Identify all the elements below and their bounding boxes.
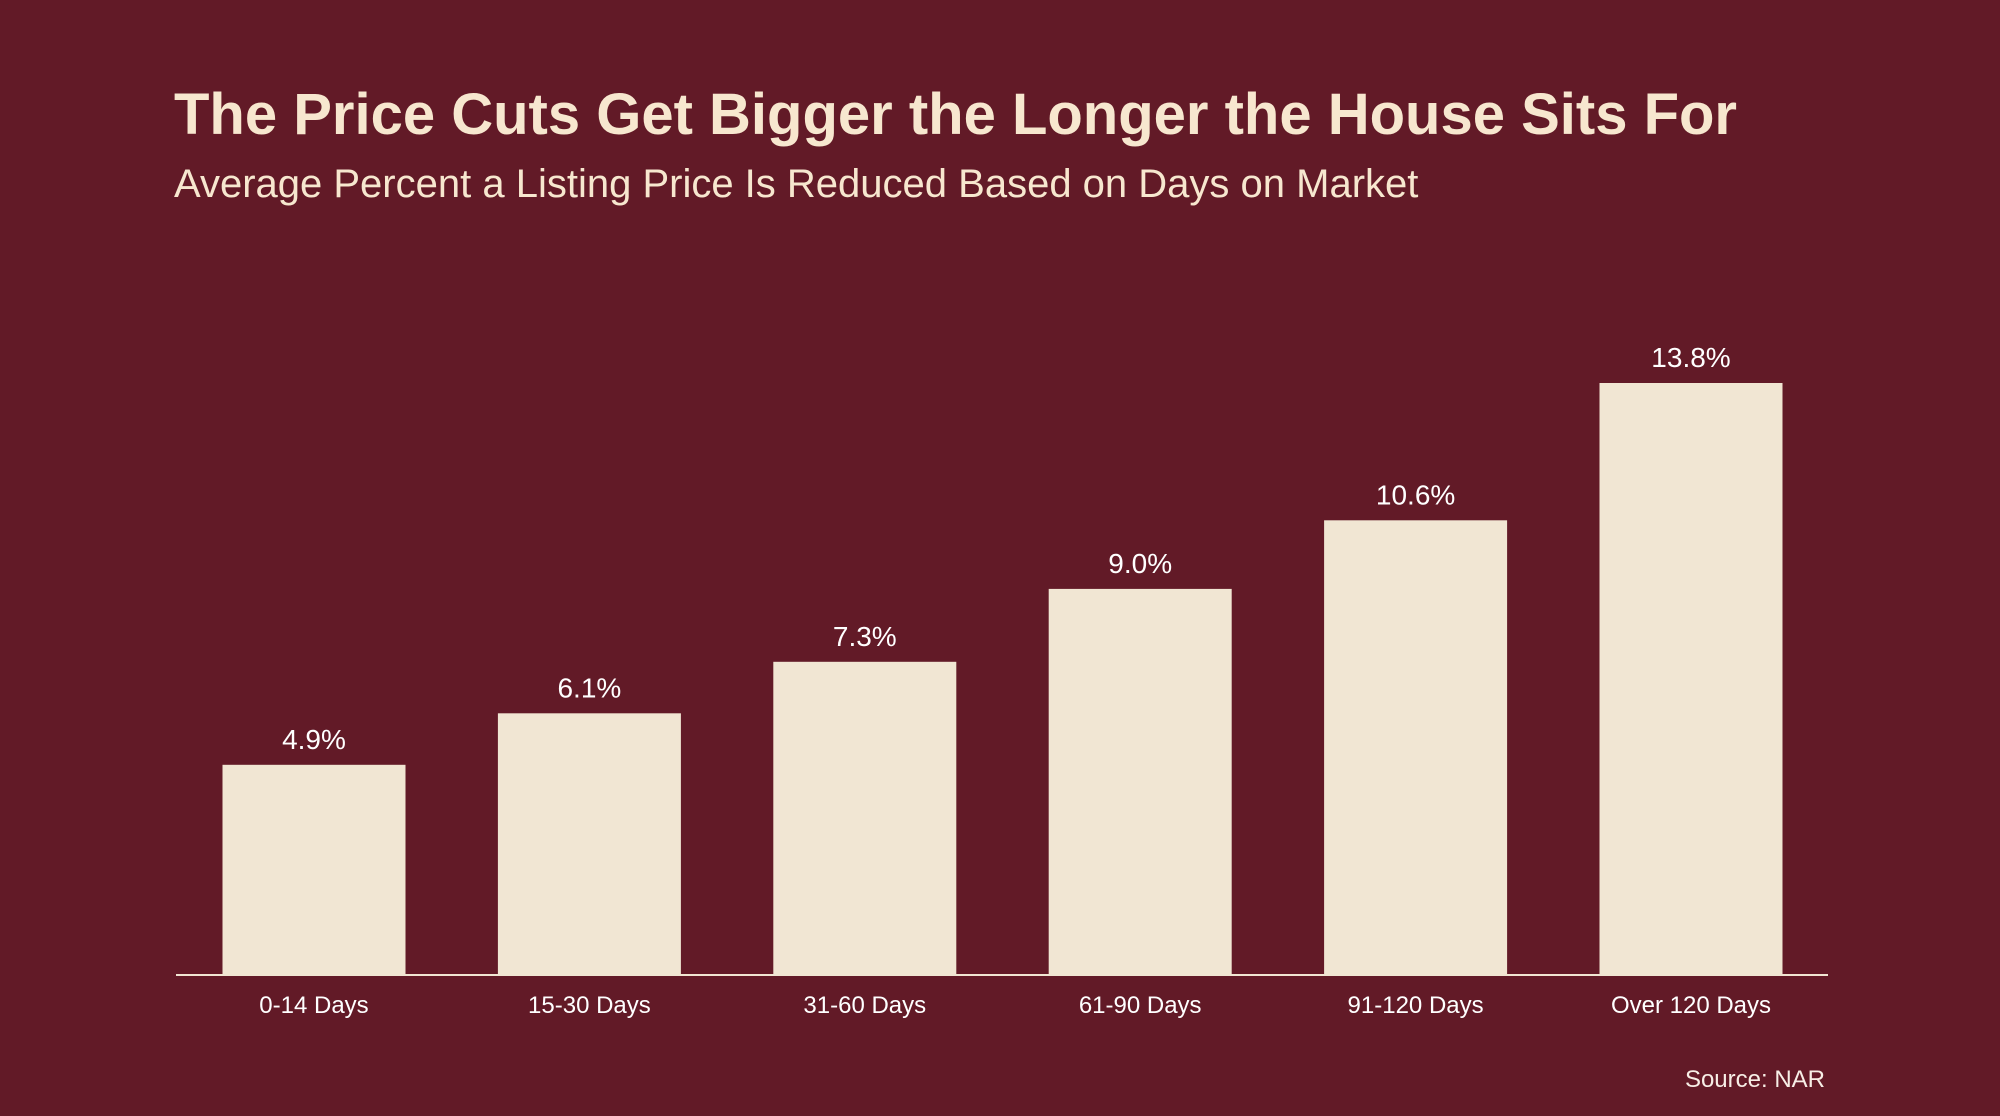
- category-labels-group: 0-14 Days 15-30 Days 31-60 Days 61-90 Days 9…: [259, 992, 1771, 1019]
- x-tick-label: Over 120 Days: [1611, 992, 1771, 1019]
- bars-group: [222, 383, 1783, 975]
- chart-title: The Price Cuts Get Bigger the Longer the…: [174, 82, 1737, 147]
- x-tick-label: 15-30 Days: [528, 992, 651, 1019]
- bar-value-label: 10.6%: [1376, 479, 1455, 510]
- x-tick-label: 91-120 Days: [1348, 992, 1484, 1019]
- bar-value-label: 6.1%: [557, 672, 621, 703]
- bar-3: [773, 661, 957, 975]
- bar-value-label: 9.0%: [1108, 548, 1172, 579]
- bar-4: [1048, 588, 1232, 975]
- bar-2: [497, 713, 681, 975]
- bar-value-label: 4.9%: [282, 724, 346, 755]
- bar-6: [1599, 383, 1783, 975]
- bar-value-label: 13.8%: [1651, 342, 1730, 373]
- value-labels-group: 4.9% 6.1% 7.3% 9.0% 10.6% 13.8%: [282, 342, 1731, 755]
- x-tick-label: 61-90 Days: [1079, 992, 1202, 1019]
- x-tick-label: 0-14 Days: [259, 992, 368, 1019]
- x-tick-label: 31-60 Days: [803, 992, 926, 1019]
- bar-5: [1324, 520, 1508, 975]
- chart-subtitle: Average Percent a Listing Price Is Reduc…: [174, 162, 1419, 206]
- source-note: Source: NAR: [1684, 1066, 1825, 1093]
- bar-1: [222, 764, 406, 975]
- bar-value-label: 7.3%: [833, 621, 897, 652]
